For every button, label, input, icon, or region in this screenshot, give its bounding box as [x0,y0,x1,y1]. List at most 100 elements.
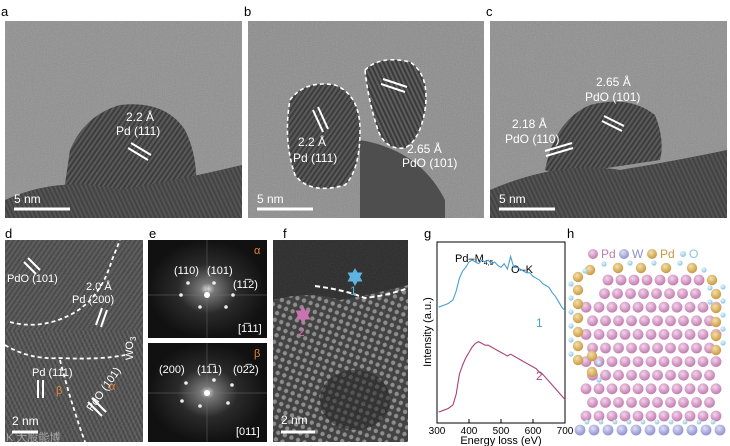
watermark-text: K 大股能博 [6,430,60,444]
panel-e: e α (110) (101) (11̅2) [1̅11] [148,226,267,442]
panel-label-h: h [567,226,574,241]
pd-atom [602,274,614,286]
diffraction-spot [212,281,216,285]
zone-axis-label: [011] [236,426,260,438]
pd-atom [665,397,676,408]
phase-label: α [254,245,261,257]
legend-o-swatch [680,251,686,257]
legend-pdo-pd-swatch [647,249,657,259]
pd-atom [632,329,644,340]
diffraction-spot [184,381,188,385]
o-atom [598,419,604,425]
o-atom [596,360,602,366]
pd-atom [684,329,696,340]
pd-atom [645,410,657,422]
pd-atom [639,315,650,327]
pd-atom [626,369,637,381]
pd-atom [626,397,637,408]
o-atom [568,295,574,301]
o-atom [720,312,726,318]
pd-atom [684,410,696,422]
pdo-pd-atom [706,274,718,286]
pdo-pd-atom [660,262,672,274]
legend-o-label: O [689,247,698,261]
pd-atom [613,369,624,381]
plane-label: PdO (101) [585,90,640,104]
pd-atom [593,301,605,313]
panel-label-d: d [5,226,12,241]
central-spot [204,292,210,298]
o-atom [626,419,632,425]
pd-atom [680,274,692,286]
pd-atom [593,410,605,422]
series-1-line [438,254,566,312]
diffraction-spot [198,305,202,309]
o-atom [696,419,702,425]
d-spacing-label-2: 2.65 Å [407,141,442,156]
beta-phase-marker: β [56,385,62,397]
fringe-marker-4 [545,147,574,157]
pd-atom [632,383,644,395]
scale-bar-label: 5 nm [14,192,41,206]
support-region [360,140,445,218]
panel-c: c 2.65 Å PdO (101) 2.18 Å PdO (110) 5 nm [486,4,727,218]
pdo-pd-atom [635,262,647,274]
fft-background [148,240,267,338]
y-axis-label: Intensity (a.u.) [422,297,434,367]
diffraction-spot [180,399,184,403]
pd-atom [593,383,605,395]
legend-pdo-pd-label: Pd [660,247,675,261]
pdo-pd-atom [710,330,722,342]
plane-label-pd111: Pd (111) [32,367,73,379]
panel-a: a 2.2 Å Pd (111) 5 nm [1,4,242,218]
interface-line [314,285,409,300]
pd-atom [587,342,598,354]
pd-atom [658,301,670,313]
pd-atom [690,288,701,299]
diffraction-spot [198,404,202,408]
pd-atom [619,301,631,313]
pd-atom [671,301,683,313]
pdo-pd-atom [686,262,698,274]
o-atom [568,337,574,343]
alpha-phase-marker: α [109,381,116,393]
d-spacing-label-2: 2.18 Å [512,116,547,131]
pd-particle [287,84,360,189]
o-atom [720,298,726,304]
pdo-pd-atom [572,271,584,283]
o-atom [584,419,590,425]
pd-atom [652,342,663,354]
zone-axis-label: [1̅11] [238,323,262,335]
pd-atom [600,315,611,327]
o-atom [654,419,660,425]
pdo-pd-atom [612,262,624,274]
pdo-boundary [364,59,427,149]
pd-atom [677,288,688,299]
legend-w-swatch [619,249,629,259]
fringe-marker [23,261,37,275]
o-atom [640,419,646,425]
diffraction-spot [230,383,234,387]
pd-atom [658,383,670,395]
pd-atom [652,315,663,327]
support-fringes [490,150,727,218]
o-atom [601,261,607,267]
pd-atom [684,301,696,313]
wo3-label: WO3 [124,336,138,360]
plane-label: Pd (111) [293,151,337,165]
pd-atom [626,315,637,327]
pd-atom [600,369,611,381]
site-label-1: 1 [350,284,357,298]
support-fringes [5,165,242,218]
fft-pattern-beta: β (200) (11̅1) (02̅2) [011] [148,343,267,442]
d-spacing-label: 2.2 Å [126,109,154,124]
pd-atom [641,274,653,286]
o-atom [568,351,574,357]
fringe-marker [100,309,108,328]
spot-label-11-1: (11̅1) [197,364,222,376]
w-atom [644,424,656,436]
scale-bar-label: 5 nm [499,192,526,206]
fringe-marker-1 [312,109,324,133]
pd-atom [704,369,715,381]
